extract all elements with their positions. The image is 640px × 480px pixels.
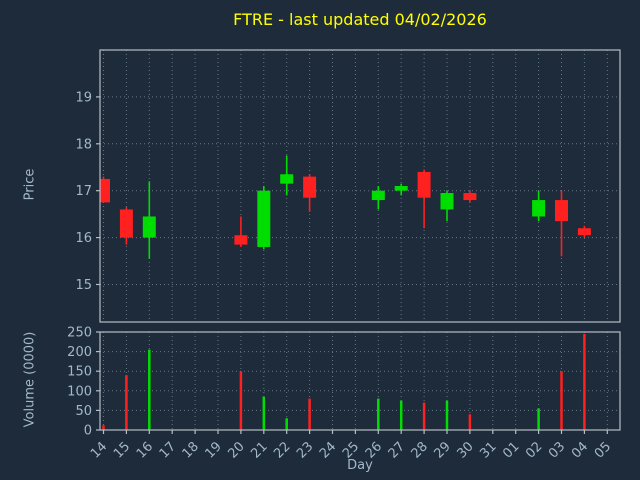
candle-body-14	[100, 178, 110, 203]
volume-bar-20	[239, 371, 243, 430]
price-tick-label: 17	[75, 184, 92, 199]
day-tick-label: 15	[111, 439, 133, 461]
day-tick-label: 23	[294, 439, 316, 461]
day-tick-label: 25	[340, 439, 362, 461]
candle-body-23	[303, 176, 317, 198]
volume-tick-label: 0	[84, 424, 92, 439]
day-axis-label: Day	[347, 458, 373, 473]
candle-body-02	[532, 200, 546, 217]
day-tick-label: 04	[569, 439, 591, 461]
day-tick-label: 05	[592, 439, 614, 461]
candle-body-15	[119, 209, 133, 238]
volume-bar-26	[377, 398, 380, 430]
volume-bar-22	[285, 418, 288, 430]
price-tick-label: 16	[75, 231, 92, 246]
volume-bar-16	[148, 349, 151, 430]
day-tick-label: 22	[271, 439, 293, 461]
day-tick-label: 27	[386, 439, 408, 461]
candle-body-27	[394, 186, 408, 191]
day-tick-label: 02	[523, 439, 545, 461]
volume-bar-23	[308, 398, 311, 430]
day-tick-label: 24	[317, 439, 339, 461]
day-tick-label: 31	[477, 439, 499, 461]
day-tick-label: 28	[409, 439, 431, 461]
day-tick-label: 14	[88, 439, 110, 461]
day-tick-label: 01	[500, 439, 522, 461]
chart-title: FTRE - last updated 04/02/2026	[233, 10, 487, 29]
day-tick-label: 29	[432, 439, 454, 461]
day-tick-label: 03	[546, 439, 568, 461]
grid	[100, 50, 620, 431]
price-tick-label: 15	[75, 278, 92, 293]
volume-bar-03	[560, 371, 563, 430]
candles	[100, 155, 591, 259]
day-tick-label: 17	[157, 439, 179, 461]
volume-bar-29	[445, 400, 449, 430]
candle-body-21	[257, 190, 271, 247]
candle-body-04	[577, 228, 591, 236]
candle-body-20	[234, 235, 248, 245]
day-tick-label: 21	[248, 439, 270, 461]
candle-body-22	[280, 174, 294, 184]
volume-tick-label: 50	[75, 404, 92, 419]
volume-tick-label: 150	[67, 365, 92, 380]
volume-bar-02	[537, 408, 540, 430]
volume-tick-label: 200	[67, 345, 92, 360]
day-tick-label: 18	[180, 439, 202, 461]
volume-bars	[102, 333, 586, 430]
volume-bar-04	[583, 333, 586, 430]
volume-bar-21	[262, 396, 266, 430]
day-tick-label: 20	[225, 439, 247, 461]
day-tick-label: 19	[203, 439, 225, 461]
price-tick-label: 18	[75, 137, 92, 152]
volume-plot-border	[99, 331, 621, 431]
volume-tick-label: 100	[67, 384, 92, 399]
price-tick-label: 19	[75, 90, 92, 105]
volume-bar-14	[102, 425, 105, 430]
candle-body-03	[555, 200, 568, 222]
candle-body-29	[440, 193, 454, 210]
day-tick-label: 30	[454, 439, 476, 461]
price-plot-border	[99, 49, 621, 323]
candle-body-30	[463, 193, 477, 201]
candle-body-26	[371, 190, 385, 201]
volume-bar-28	[422, 402, 426, 430]
day-tick-label: 26	[363, 439, 385, 461]
volume-bar-30	[468, 414, 472, 430]
day-tick-label: 16	[134, 439, 156, 461]
candle-body-28	[417, 171, 431, 198]
candle-body-16	[142, 216, 156, 238]
volume-bar-15	[125, 375, 128, 430]
volume-tick-label: 250	[67, 326, 92, 341]
volume-bar-27	[399, 400, 403, 430]
